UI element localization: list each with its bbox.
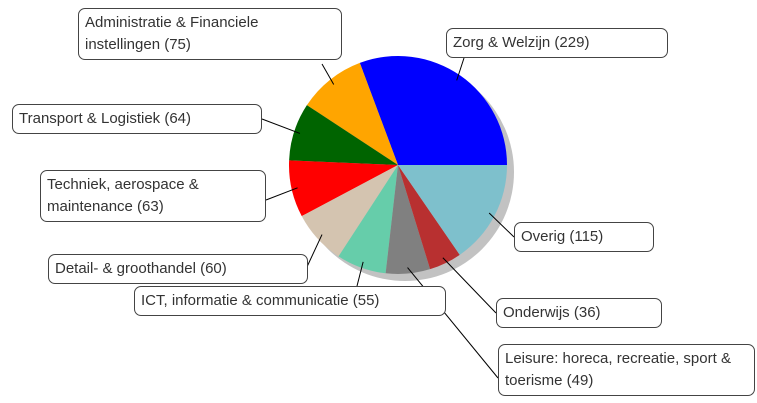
leader-line	[488, 212, 515, 238]
leader-line	[355, 261, 364, 291]
pie-slice	[301, 165, 398, 257]
leader-line	[261, 118, 301, 134]
pie-slice	[359, 56, 507, 165]
leader-line	[407, 267, 499, 379]
pie-slice	[289, 160, 398, 217]
leader-line	[305, 234, 323, 270]
leader-line	[265, 187, 298, 201]
slice-label: Onderwijs (36)	[496, 298, 662, 328]
slice-label: Techniek, aerospace & maintenance (63)	[40, 170, 266, 222]
pie-slice	[338, 165, 398, 274]
slice-label: Transport & Logistiek (64)	[12, 104, 262, 134]
slice-label: Overig (115)	[514, 222, 654, 252]
slice-label: Zorg & Welzijn (229)	[446, 28, 668, 58]
leader-line	[442, 257, 497, 314]
slice-label: Administratie & Financiele instellingen …	[78, 8, 342, 60]
slice-label: Detail- & groothandel (60)	[48, 254, 308, 284]
pie-slice	[385, 165, 431, 274]
pie-slice	[398, 165, 507, 255]
pie-slice	[398, 165, 460, 270]
leader-line	[321, 63, 335, 85]
pie-slice	[306, 62, 398, 166]
slice-label: ICT, informatie & communicatie (55)	[134, 286, 446, 316]
leader-line	[456, 57, 465, 81]
slice-label: Leisure: horeca, recreatie, sport & toer…	[498, 344, 755, 396]
pie-slice	[289, 105, 398, 165]
